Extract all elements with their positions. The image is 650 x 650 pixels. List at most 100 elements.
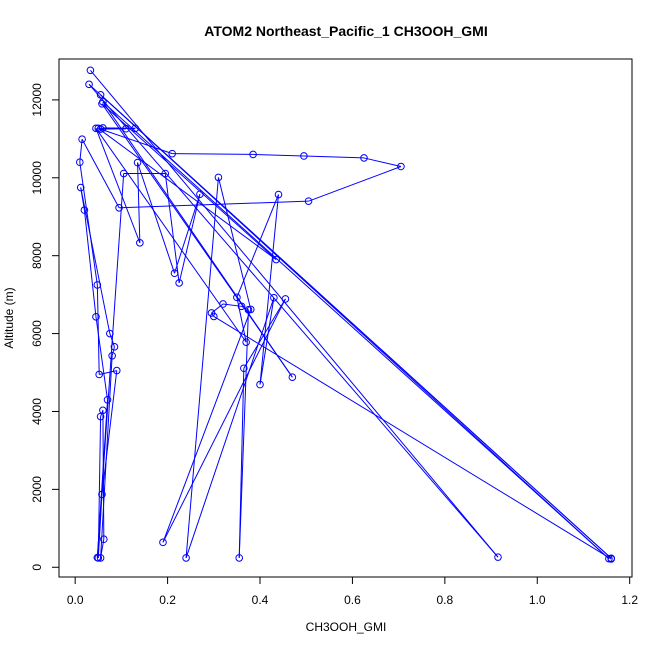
series-segment [363, 157, 402, 167]
data-point [175, 279, 183, 287]
y-tick-label: 12000 [30, 83, 44, 117]
data-point [168, 149, 177, 158]
data-point [256, 380, 264, 389]
series-segment [303, 155, 365, 159]
data-point [249, 150, 257, 159]
series-segment [100, 128, 173, 155]
series-segment [137, 162, 175, 274]
series-segment [253, 153, 304, 157]
x-axis-label: CH3OOH_GMI [306, 620, 387, 634]
data-point [133, 158, 142, 167]
data-point [96, 91, 105, 99]
series-segment [80, 187, 111, 334]
series-segment [97, 127, 277, 260]
data-point [108, 351, 116, 360]
series-segment [101, 103, 277, 260]
data-point [219, 300, 227, 308]
series-segment [178, 194, 201, 284]
series-segment [259, 194, 279, 385]
data-point [92, 313, 100, 321]
data-point [92, 124, 100, 133]
data-point [244, 306, 253, 314]
x-tick-label: 0.4 [252, 593, 269, 607]
data-point [240, 364, 248, 373]
data-point [605, 554, 613, 563]
data-point [159, 538, 167, 547]
x-tick-label: 0.2 [159, 593, 176, 607]
data-point [270, 293, 278, 302]
data-point [161, 169, 170, 178]
series-segment [101, 103, 293, 378]
series-points [75, 66, 616, 563]
data-point [281, 295, 290, 303]
data-point [98, 99, 106, 108]
data-point [494, 553, 502, 561]
series-segment [95, 316, 109, 400]
series-segment [172, 153, 254, 155]
series-segment [83, 210, 97, 317]
y-tick-label: 2000 [30, 476, 44, 503]
y-axis-label: Altitude (m) [2, 287, 16, 348]
data-point [122, 124, 130, 133]
data-point [397, 162, 405, 171]
data-point [80, 206, 89, 214]
data-point [274, 190, 283, 199]
series-segment [102, 101, 610, 560]
data-point [93, 553, 102, 562]
y-tick-label: 4000 [30, 398, 44, 425]
data-point [170, 269, 179, 278]
series-segment [111, 346, 115, 356]
data-point [78, 135, 86, 144]
series-segment [100, 94, 610, 560]
x-axis: 0.0 0.2 0.4 0.6 0.8 1.0 1.2 [67, 576, 638, 607]
series-segment [79, 162, 98, 285]
series-segment [259, 297, 275, 385]
data-point [76, 183, 85, 192]
data-point [210, 312, 218, 321]
x-tick-label: 0.0 [67, 593, 84, 607]
y-tick-label: 0 [30, 564, 44, 571]
data-point [272, 255, 280, 264]
data-point [86, 66, 95, 75]
data-point [233, 293, 241, 302]
series-segment [96, 284, 100, 375]
data-point [99, 406, 107, 415]
series-segment [95, 128, 247, 343]
data-point [136, 239, 144, 247]
x-tick-label: 0.6 [344, 593, 361, 607]
data-point [237, 302, 246, 311]
series-segment [185, 297, 275, 559]
y-tick-label: 6000 [30, 320, 44, 347]
data-point [85, 80, 93, 89]
series-segment [81, 138, 120, 209]
y-axis: 0 2000 4000 6000 8000 10000 12000 [30, 83, 60, 571]
y-tick-label: 8000 [30, 242, 44, 269]
series-segment [236, 194, 279, 298]
data-point [75, 158, 84, 167]
data-point [288, 373, 297, 382]
series-segment [79, 139, 83, 163]
data-point [100, 535, 108, 544]
data-point [93, 281, 102, 289]
data-point [96, 554, 105, 562]
data-point [103, 395, 112, 404]
series-segment [162, 309, 252, 543]
data-point [196, 190, 204, 198]
series-segment [96, 173, 125, 558]
data-point [96, 125, 105, 133]
data-point [360, 154, 368, 162]
y-tick-label: 10000 [30, 161, 44, 195]
x-tick-label: 0.8 [437, 593, 454, 607]
series-segment [211, 303, 224, 314]
data-point [182, 554, 190, 562]
x-tick-label: 1.2 [621, 593, 638, 607]
series-segment [217, 177, 252, 310]
data-point [214, 173, 223, 182]
series-segment [100, 355, 113, 558]
data-point [242, 338, 250, 346]
data-point [95, 370, 104, 379]
data-point [119, 169, 128, 178]
chart-title: ATOM2 Northeast_Pacific_1 CH3OOH_GMI [204, 23, 487, 39]
series-segment [238, 309, 249, 558]
